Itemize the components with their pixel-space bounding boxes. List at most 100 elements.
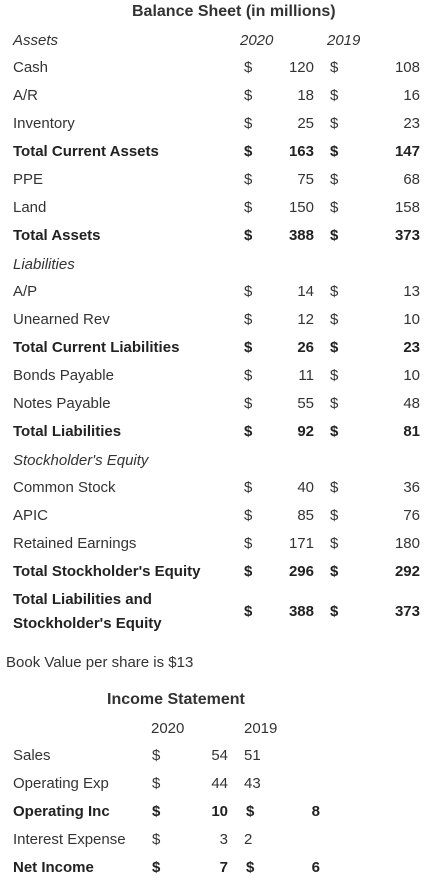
value-2019: 23 bbox=[403, 115, 420, 132]
table-row: Inventory $ 25 $ 23 bbox=[0, 110, 438, 138]
value-2020: 12 bbox=[297, 311, 314, 328]
value-2020: 54 bbox=[211, 747, 228, 764]
year-header-2020: 2020 bbox=[240, 32, 274, 49]
table-row-total: Net Income $ 7 $ 6 bbox=[0, 854, 438, 882]
value-2020: 388 bbox=[288, 227, 314, 244]
table-row: Retained Earnings $ 171 $ 180 bbox=[0, 530, 438, 558]
value-2019: 23 bbox=[403, 339, 420, 356]
currency-symbol: $ bbox=[330, 283, 339, 300]
row-label: APIC bbox=[13, 507, 49, 524]
value-2020: 44 bbox=[211, 775, 228, 792]
value-2019: 180 bbox=[394, 535, 420, 552]
table-row: Notes Payable $ 55 $ 48 bbox=[0, 390, 438, 418]
currency-symbol: $ bbox=[244, 535, 253, 552]
value-2020: 171 bbox=[288, 535, 314, 552]
row-label: Interest Expense bbox=[13, 831, 126, 848]
assets-header: Assets bbox=[13, 32, 59, 49]
currency-symbol: $ bbox=[244, 563, 253, 580]
row-label: Sales bbox=[13, 747, 51, 764]
currency-symbol: $ bbox=[244, 143, 253, 160]
currency-symbol: $ bbox=[330, 59, 339, 76]
value-2020: 10 bbox=[211, 803, 228, 820]
currency-symbol: $ bbox=[244, 283, 253, 300]
value-2020: 14 bbox=[297, 283, 314, 300]
currency-symbol: $ bbox=[330, 115, 339, 132]
table-row: Interest Expense $ 3 2 bbox=[0, 826, 438, 854]
table-row: Bonds Payable $ 11 $ 10 bbox=[0, 362, 438, 390]
currency-symbol: $ bbox=[330, 479, 339, 496]
table-row: Unearned Rev $ 12 $ 10 bbox=[0, 306, 438, 334]
value-2019: 108 bbox=[394, 59, 420, 76]
value-2020: 11 bbox=[298, 367, 314, 384]
row-label: Operating Inc bbox=[13, 803, 110, 820]
currency-symbol: $ bbox=[330, 603, 339, 620]
currency-symbol: $ bbox=[244, 115, 253, 132]
value-2019: 36 bbox=[403, 479, 420, 496]
table-row-total: Total Assets $ 388 $ 373 bbox=[0, 222, 438, 250]
value-2020: 85 bbox=[297, 507, 314, 524]
row-label: Total Current Assets bbox=[13, 143, 159, 160]
row-label-line1: Total Liabilities and bbox=[13, 591, 152, 608]
value-2019: 16 bbox=[403, 87, 420, 104]
currency-symbol: $ bbox=[244, 507, 253, 524]
row-label: Bonds Payable bbox=[13, 367, 114, 384]
currency-symbol: $ bbox=[330, 339, 339, 356]
currency-symbol: $ bbox=[244, 199, 253, 216]
balance-sheet-title: Balance Sheet (in millions) bbox=[132, 3, 336, 20]
income-year-header-2020: 2020 bbox=[151, 720, 185, 737]
row-label: Notes Payable bbox=[13, 395, 111, 412]
currency-symbol: $ bbox=[330, 227, 339, 244]
value-2019: 10 bbox=[403, 367, 420, 384]
row-label: Net Income bbox=[13, 859, 94, 876]
row-label: Unearned Rev bbox=[13, 311, 110, 328]
income-statement-title: Income Statement bbox=[107, 691, 245, 708]
table-row-total: Total Liabilities $ 92 $ 81 bbox=[0, 418, 438, 446]
table-row-total: Total Current Liabilities $ 26 $ 23 bbox=[0, 334, 438, 362]
value-2020: 55 bbox=[297, 395, 314, 412]
currency-symbol: $ bbox=[244, 311, 253, 328]
value-2020: 26 bbox=[297, 339, 314, 356]
currency-symbol: $ bbox=[244, 479, 253, 496]
value-2020: 75 bbox=[297, 171, 314, 188]
row-label-line2: Stockholder's Equity bbox=[13, 615, 162, 632]
row-label: Cash bbox=[13, 59, 49, 76]
currency-symbol: $ bbox=[244, 59, 253, 76]
value-2020: 163 bbox=[288, 143, 314, 160]
value-2020: 3 bbox=[219, 831, 228, 848]
equity-header: Stockholder's Equity bbox=[13, 452, 149, 469]
value-2019: 81 bbox=[403, 423, 420, 440]
currency-symbol: $ bbox=[330, 143, 339, 160]
value-2019: 68 bbox=[403, 171, 420, 188]
row-label: Inventory bbox=[13, 115, 75, 132]
currency-symbol: $ bbox=[246, 803, 255, 820]
row-label: Retained Earnings bbox=[13, 535, 137, 552]
value-2019: 373 bbox=[394, 227, 420, 244]
value-2020: 7 bbox=[219, 859, 228, 876]
value-2019: 76 bbox=[403, 507, 420, 524]
currency-symbol: $ bbox=[244, 367, 253, 384]
value-2019: 10 bbox=[403, 311, 420, 328]
value-2019: 373 bbox=[394, 603, 420, 620]
table-row: APIC $ 85 $ 76 bbox=[0, 502, 438, 530]
currency-symbol: $ bbox=[330, 507, 339, 524]
currency-symbol: $ bbox=[330, 171, 339, 188]
currency-symbol: $ bbox=[330, 563, 339, 580]
liabilities-header: Liabilities bbox=[13, 256, 75, 273]
value-2019: 158 bbox=[394, 199, 420, 216]
value-2019: 147 bbox=[394, 143, 420, 160]
currency-symbol: $ bbox=[244, 171, 253, 188]
currency-symbol: $ bbox=[244, 423, 253, 440]
value-2020: 92 bbox=[297, 423, 314, 440]
currency-symbol: $ bbox=[330, 367, 339, 384]
currency-symbol: $ bbox=[330, 535, 339, 552]
table-row: A/R $ 18 $ 16 bbox=[0, 82, 438, 110]
row-label: Land bbox=[13, 199, 47, 216]
table-row-grand-total: Total Liabilities and Stockholder's Equi… bbox=[0, 588, 438, 636]
value-2020: 40 bbox=[297, 479, 314, 496]
value-2019: 51 bbox=[244, 747, 261, 764]
table-row: A/P $ 14 $ 13 bbox=[0, 278, 438, 306]
currency-symbol: $ bbox=[244, 339, 253, 356]
value-2020: 388 bbox=[288, 603, 314, 620]
currency-symbol: $ bbox=[152, 859, 161, 876]
row-label: Total Stockholder's Equity bbox=[13, 563, 201, 580]
